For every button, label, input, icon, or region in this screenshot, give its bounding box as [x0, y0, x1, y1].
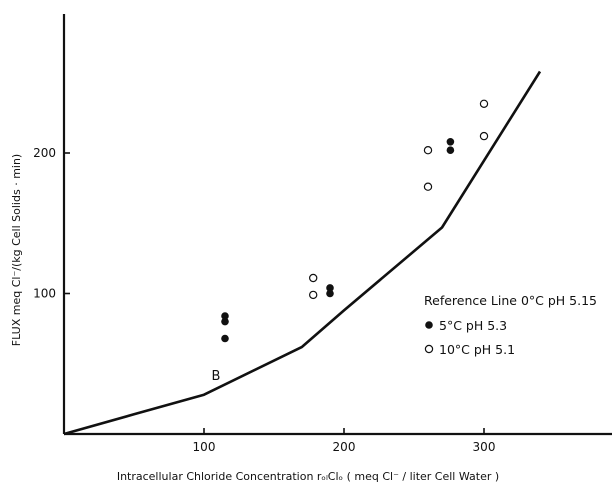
legend-reference-line: Reference Line 0°C pH 5.15: [424, 293, 597, 308]
open-circle-point: [309, 290, 318, 300]
filled-circle-point: [326, 284, 334, 292]
y-tick-label: 200: [33, 146, 56, 160]
filled-circle-point: [326, 289, 334, 298]
open-circle-point: [423, 182, 433, 191]
open-circle-point: [309, 273, 318, 283]
legend-10c-label: 10°C pH 5.1: [439, 342, 515, 357]
filled-circle-point: [221, 317, 229, 326]
filled-circle-point: [221, 312, 229, 320]
axes: [62, 14, 612, 436]
legend-filled-circle-marker: [425, 321, 433, 329]
data-points: [221, 99, 489, 343]
reference-line: [63, 70, 542, 436]
y-axis-label: FLUX meq Cl⁻/(kg Cell Solids · min): [10, 154, 23, 346]
x-tick-label: 200: [333, 440, 356, 454]
legend: Reference Line 0°C pH 5.15 5°C pH 5.3 10…: [424, 293, 597, 357]
open-circle-point: [479, 131, 489, 141]
x-tick-label: 300: [473, 440, 496, 454]
y-tick-label: 100: [33, 287, 56, 301]
filled-circle-point: [446, 138, 455, 146]
open-circle-point: [479, 99, 489, 109]
x-tick-label: 100: [193, 440, 216, 454]
x-axis-label: Intracellular Chloride Concentration rₒₗ…: [117, 470, 499, 483]
filled-circle-point: [446, 146, 455, 154]
legend-5c-label: 5°C pH 5.3: [439, 318, 507, 333]
panel-label: B: [212, 369, 221, 384]
legend-open-circle-marker: [424, 344, 434, 354]
open-circle-point: [423, 145, 433, 155]
tick-labels: 100 200 300 100 200: [33, 146, 495, 454]
ticks: [64, 152, 485, 434]
filled-circle-point: [221, 334, 229, 343]
